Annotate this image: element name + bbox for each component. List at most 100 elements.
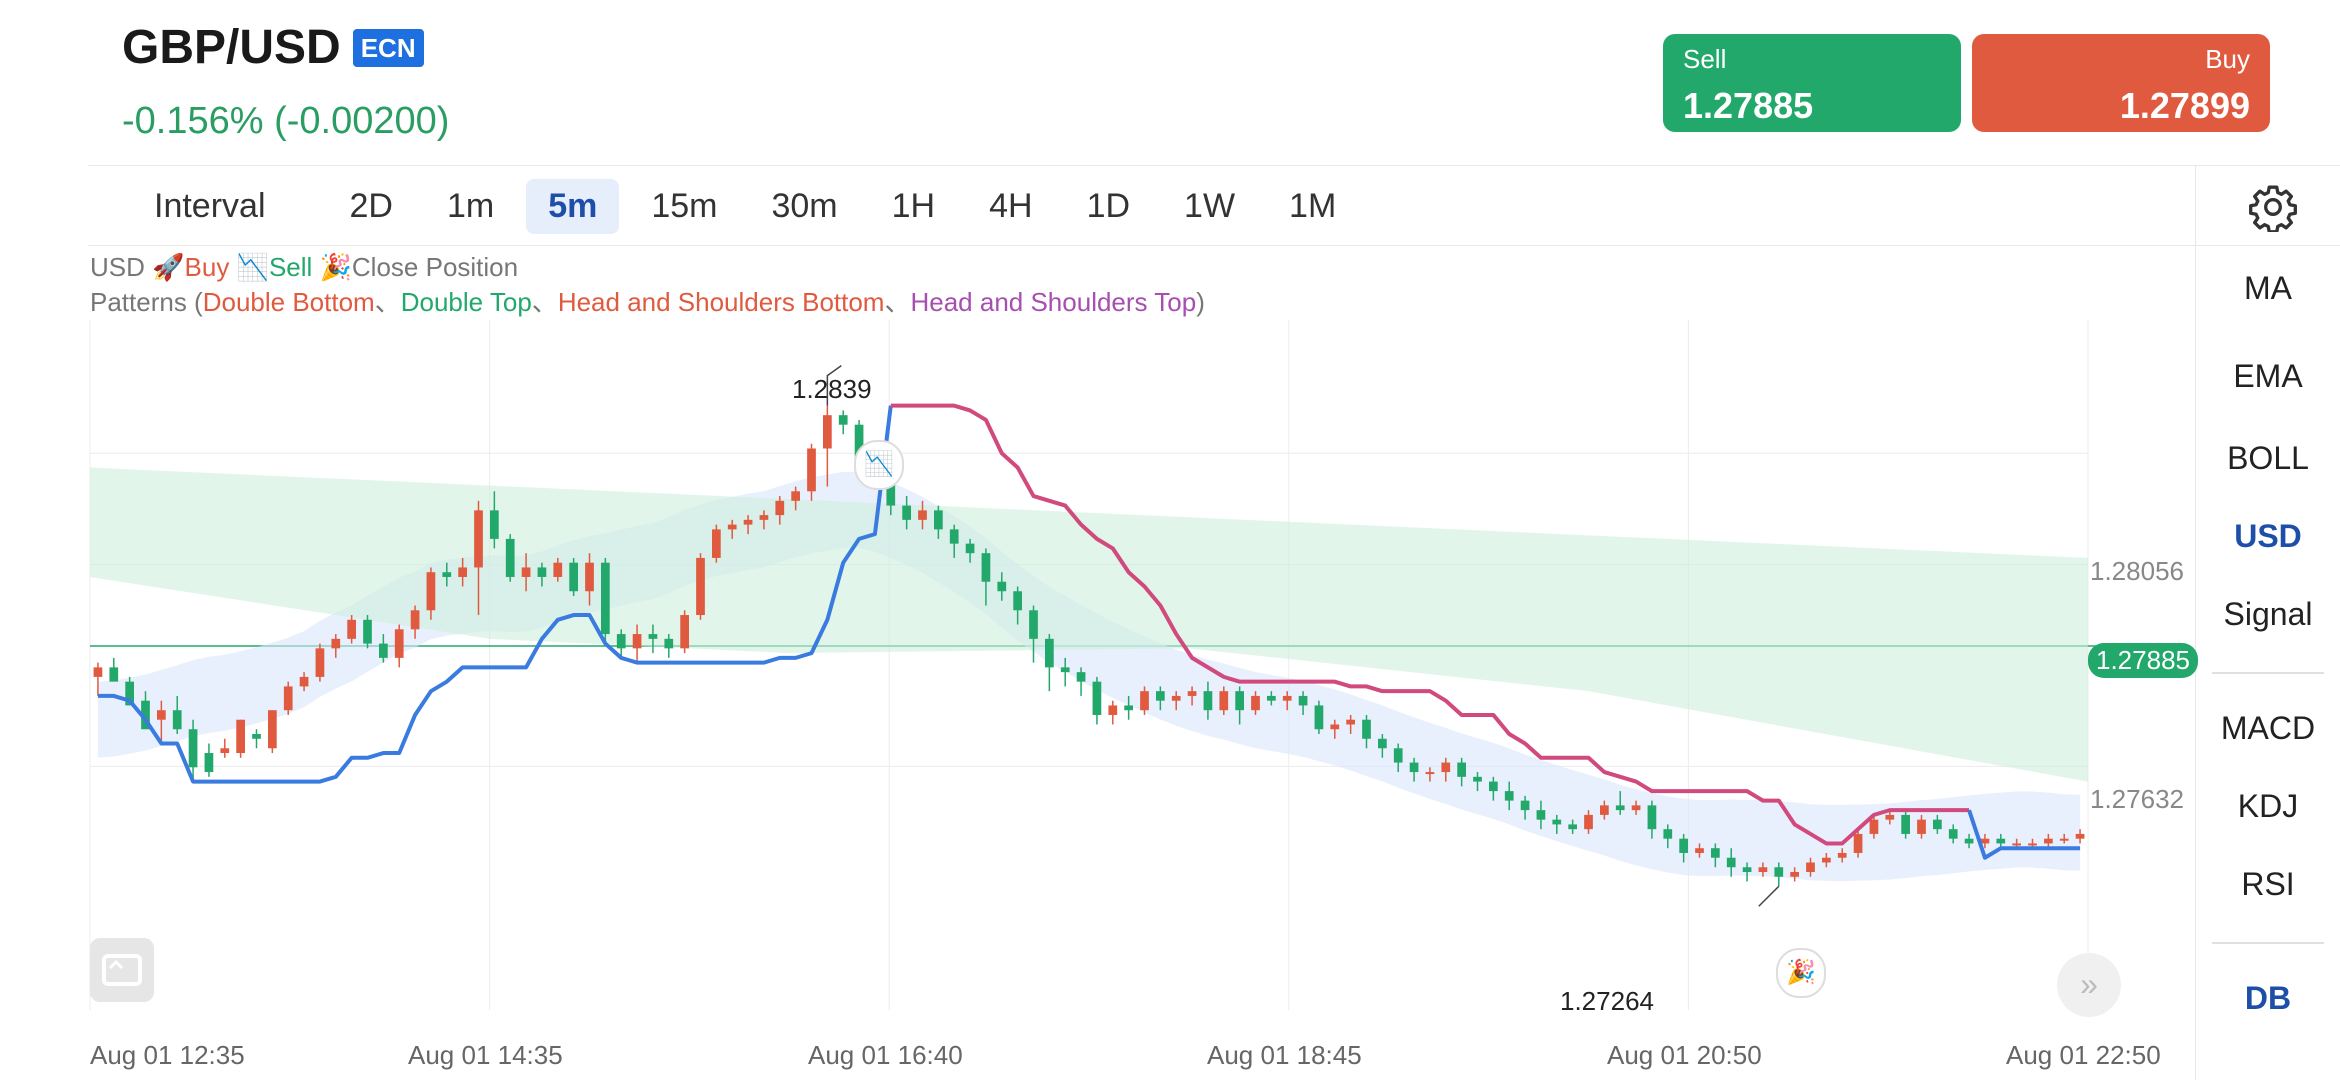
candle-body [838, 415, 848, 425]
interval-1m[interactable]: 1m [446, 186, 495, 225]
candle-body [1663, 829, 1673, 839]
candle-body [1599, 805, 1609, 815]
candlestick-chart[interactable] [89, 320, 2098, 1030]
sidebar-separator [2212, 942, 2324, 944]
candle-body [775, 500, 785, 516]
signal-lines [97, 365, 2081, 907]
sidebar-item-kdj[interactable]: KDJ [2237, 788, 2299, 824]
interval-5m[interactable]: 5m [526, 178, 620, 234]
candle-body [2012, 843, 2022, 846]
interval-1h[interactable]: 1H [891, 186, 936, 225]
candle-body [949, 529, 959, 544]
candle-body [933, 510, 943, 530]
current-price-tag: 1.27885 [2088, 643, 2198, 678]
candle-body [1473, 776, 1482, 782]
sidebar-item-macd[interactable]: MACD [2220, 710, 2316, 746]
sidebar-item-boll[interactable]: BOLL [2227, 440, 2309, 476]
sidebar-item-rsi[interactable]: RSI [2241, 866, 2295, 902]
candle-body [141, 700, 150, 730]
candle-body [569, 562, 579, 592]
reset-chart-button[interactable] [90, 938, 154, 1002]
x-tick-label: Aug 01 12:35 [90, 1040, 245, 1070]
interval-2d[interactable]: 2D [349, 186, 393, 225]
candle-body [1488, 781, 1498, 792]
candle-body [1853, 833, 1863, 853]
interval-15m[interactable]: 15m [651, 186, 718, 225]
candle-body [474, 510, 483, 568]
candle-body [743, 519, 753, 525]
sidebar-item-signal[interactable]: Signal [2223, 596, 2313, 632]
sell-signal-marker[interactable]: 📉 [854, 440, 904, 490]
reset-icon [102, 954, 142, 986]
buy-label: Buy [2205, 44, 2250, 74]
candle-body [553, 562, 563, 577]
signal-line [97, 405, 893, 784]
sidebar-item-usd[interactable]: USD [2234, 518, 2302, 554]
candle-body [585, 562, 594, 592]
legend-sell: Sell [268, 252, 313, 282]
interval-menu[interactable]: Interval [154, 186, 266, 225]
candle-body [854, 424, 864, 458]
candle-body [918, 510, 927, 520]
candle-body [1679, 838, 1689, 853]
sidebar-item-ema[interactable]: EMA [2233, 358, 2303, 394]
candle-body [489, 510, 499, 539]
candle-body [1536, 810, 1546, 820]
interval-1d[interactable]: 1D [1086, 186, 1131, 225]
candle-body [1441, 762, 1451, 773]
candle-body [1393, 748, 1403, 763]
candle-body [1251, 695, 1260, 711]
interval-30m[interactable]: 30m [771, 186, 838, 225]
pattern-double-bottom: Double Bottom [202, 287, 375, 317]
candle-body [1647, 805, 1657, 830]
legend-buy: Buy [184, 252, 230, 282]
candle-body [1869, 819, 1879, 834]
gear-icon[interactable] [2248, 182, 2298, 232]
sell-button[interactable]: Sell 1.27885 [1663, 34, 1961, 132]
candle-body [220, 748, 230, 754]
buy-price: 1.27899 [2119, 85, 2250, 126]
candle-body [632, 634, 642, 649]
pattern-separator: 、 [884, 287, 911, 317]
buy-button[interactable]: Buy 1.27899 [1972, 34, 2270, 132]
candle-body [1552, 819, 1562, 825]
candle-body [1409, 762, 1419, 773]
patterns-legend: Patterns (Double Bottom、Double Top、Head … [90, 282, 1205, 319]
chart-down-icon: 📉 [864, 451, 894, 478]
sidebar-item-ma[interactable]: MA [2244, 270, 2292, 306]
candle-body [1948, 829, 1958, 839]
candle-body [1155, 691, 1165, 701]
candle-body [1060, 667, 1070, 673]
close-signal-marker[interactable]: 🎉 [1776, 948, 1826, 998]
candle-body [1235, 691, 1245, 711]
candle-body [1187, 691, 1197, 696]
interval-4h[interactable]: 4H [989, 186, 1033, 225]
interval-1w[interactable]: 1W [1184, 186, 1236, 225]
candle-body [537, 567, 547, 577]
candle-body [1504, 791, 1514, 801]
symbol-title: GBP/USD ECN [122, 20, 424, 75]
x-tick-label: Aug 01 14:35 [408, 1040, 563, 1070]
patterns-prefix: Patterns ( [90, 287, 203, 317]
candle-body [1457, 762, 1467, 777]
sidebar-item-db[interactable]: DB [2244, 980, 2292, 1016]
candle-body [331, 638, 341, 649]
sidebar-separator [2212, 672, 2324, 674]
candle-body [1425, 772, 1435, 775]
interval-1mo[interactable]: 1M [1289, 186, 1337, 225]
candle-body [1758, 867, 1768, 872]
sell-label: Sell [1683, 44, 1727, 74]
candle-body [1837, 852, 1847, 858]
y-tick-label: 1.27632 [2090, 784, 2184, 814]
low-leader-line [1758, 885, 1780, 907]
y-tick-label: 1.28056 [2090, 556, 2184, 586]
candle-body [1695, 848, 1704, 853]
party-popper-icon: 🎉 [1786, 959, 1816, 986]
candle-body [1631, 805, 1641, 811]
candle-body [886, 472, 896, 506]
candle-body [426, 572, 436, 611]
candle-body [378, 643, 388, 658]
candle-body [1013, 591, 1023, 611]
sidebar-divider [2195, 165, 2196, 1080]
scroll-to-latest-button[interactable]: » [2057, 953, 2121, 1017]
